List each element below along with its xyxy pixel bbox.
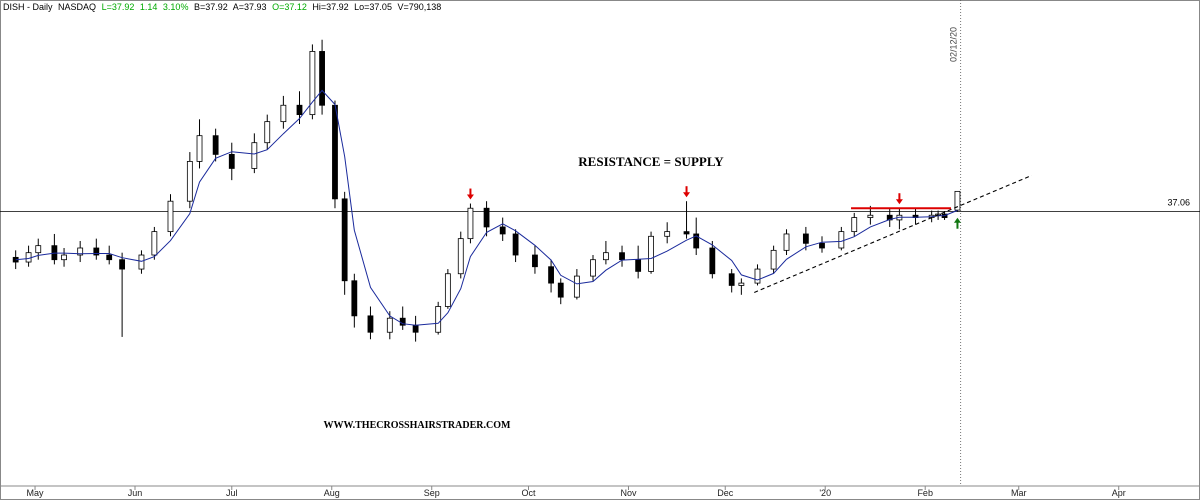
candle-body-45 bbox=[664, 231, 671, 237]
candle-body-28 bbox=[412, 324, 419, 333]
x-tick-label-9: Feb bbox=[917, 488, 933, 498]
open-price: O=37.12 bbox=[272, 2, 307, 12]
x-tick-label-3: Aug bbox=[324, 488, 340, 498]
candle-body-42 bbox=[619, 252, 625, 261]
candle-body-1 bbox=[25, 252, 32, 263]
candle-body-49 bbox=[728, 273, 735, 286]
candle-body-58 bbox=[867, 214, 874, 218]
last-price: L=37.92 bbox=[102, 2, 135, 12]
candle-body-6 bbox=[93, 247, 100, 256]
x-tick-label-2: Jul bbox=[226, 488, 238, 498]
candle-body-5 bbox=[77, 247, 84, 256]
candle-body-36 bbox=[532, 254, 538, 268]
candle-body-35 bbox=[512, 233, 519, 256]
down-arrow-icon-1 bbox=[683, 192, 691, 198]
change-pct: 3.10% bbox=[163, 2, 189, 12]
x-tick-label-6: Nov bbox=[620, 488, 637, 498]
candle-body-26 bbox=[386, 317, 393, 333]
x-tick-label-4: Sep bbox=[424, 488, 440, 498]
candle-body-32 bbox=[467, 207, 474, 240]
candle-body-15 bbox=[228, 153, 235, 169]
candle-body-4 bbox=[61, 254, 67, 261]
bid-price: B=37.92 bbox=[194, 2, 228, 12]
candle-body-37 bbox=[548, 266, 554, 284]
candle-body-2 bbox=[35, 245, 42, 254]
svg-text:DISH - Daily NASDAQ L=: DISH - Daily NASDAQ L=37.92 1.14 3.10% B… bbox=[3, 2, 441, 12]
markers-group bbox=[466, 186, 961, 229]
candle-body-52 bbox=[770, 249, 777, 270]
annotation-title: RESISTANCE = SUPPLY bbox=[578, 154, 724, 169]
candle-body-55 bbox=[819, 242, 825, 249]
candle-body-12 bbox=[186, 161, 193, 202]
up-arrow-icon-3 bbox=[953, 217, 961, 223]
candle-body-50 bbox=[738, 282, 745, 286]
x-tick-label-1: Jun bbox=[128, 488, 143, 498]
candle-body-30 bbox=[444, 273, 451, 307]
candle-body-22 bbox=[332, 104, 338, 200]
candle-body-34 bbox=[499, 226, 506, 235]
candle-body-17 bbox=[264, 121, 271, 144]
candle-body-40 bbox=[590, 259, 596, 277]
candle-body-56 bbox=[838, 231, 845, 249]
candle-body-24 bbox=[351, 280, 358, 317]
down-arrow-icon-0 bbox=[466, 194, 474, 200]
low-price: Lo=37.05 bbox=[354, 2, 392, 12]
x-tick-label-7: Dec bbox=[717, 488, 734, 498]
candle-body-10 bbox=[151, 231, 158, 256]
exchange-label: NASDAQ bbox=[58, 2, 96, 12]
candle-body-46 bbox=[683, 231, 690, 235]
x-tick-label-10: Mar bbox=[1011, 488, 1027, 498]
candle-body-29 bbox=[435, 306, 442, 333]
candle-body-47 bbox=[693, 233, 700, 249]
x-tick-label-11: Apr bbox=[1112, 488, 1126, 498]
high-price: Hi=37.92 bbox=[312, 2, 348, 12]
candle-body-33 bbox=[483, 207, 490, 228]
down-arrow-icon-2 bbox=[895, 199, 903, 205]
candle-body-16 bbox=[251, 142, 258, 169]
candle-body-14 bbox=[212, 135, 219, 155]
x-tick-label-8: '20 bbox=[819, 488, 831, 498]
candle-body-25 bbox=[367, 315, 374, 333]
candle-body-31 bbox=[457, 238, 464, 275]
candle-body-65 bbox=[954, 190, 961, 211]
candle-body-21 bbox=[319, 51, 325, 106]
x-axis: May Jun Jul Aug Sep Oct Nov Dec '20 Feb Mar Apr bbox=[27, 486, 1126, 498]
moving-average-line bbox=[15, 89, 958, 326]
candle-body-43 bbox=[635, 259, 642, 272]
trendline bbox=[754, 174, 1032, 293]
date-marker-label: 02/12/20 bbox=[949, 27, 959, 62]
candle-body-57 bbox=[851, 217, 858, 233]
website-label: WWW.THECROSSHAIRSTRADER.COM bbox=[324, 420, 511, 431]
candle-body-8 bbox=[119, 259, 126, 270]
candle-body-23 bbox=[341, 198, 348, 282]
candle-body-20 bbox=[309, 51, 316, 116]
candle-body-38 bbox=[557, 282, 564, 298]
resistance-price-label: 37.06 bbox=[1167, 197, 1190, 207]
candle-body-13 bbox=[196, 135, 203, 162]
candle-body-39 bbox=[573, 275, 580, 298]
candle-body-48 bbox=[709, 247, 716, 275]
candle-body-18 bbox=[280, 104, 287, 123]
x-tick-label-5: Oct bbox=[521, 488, 536, 498]
symbol-label: DISH - Daily bbox=[3, 2, 53, 12]
candle-body-44 bbox=[648, 235, 654, 272]
change-value: 1.14 bbox=[140, 2, 158, 12]
candle-body-41 bbox=[603, 252, 609, 261]
ask-price: A=37.93 bbox=[233, 2, 267, 12]
x-tick-label-0: May bbox=[27, 488, 45, 498]
candles-group bbox=[12, 39, 961, 342]
candle-body-9 bbox=[138, 254, 145, 270]
candle-body-53 bbox=[783, 233, 790, 251]
candle-body-19 bbox=[296, 104, 303, 116]
candle-body-54 bbox=[802, 233, 809, 244]
candle-body-11 bbox=[167, 200, 174, 233]
volume-value: V=790,138 bbox=[397, 2, 441, 12]
candle-body-7 bbox=[106, 254, 113, 261]
candle-body-51 bbox=[754, 268, 761, 284]
